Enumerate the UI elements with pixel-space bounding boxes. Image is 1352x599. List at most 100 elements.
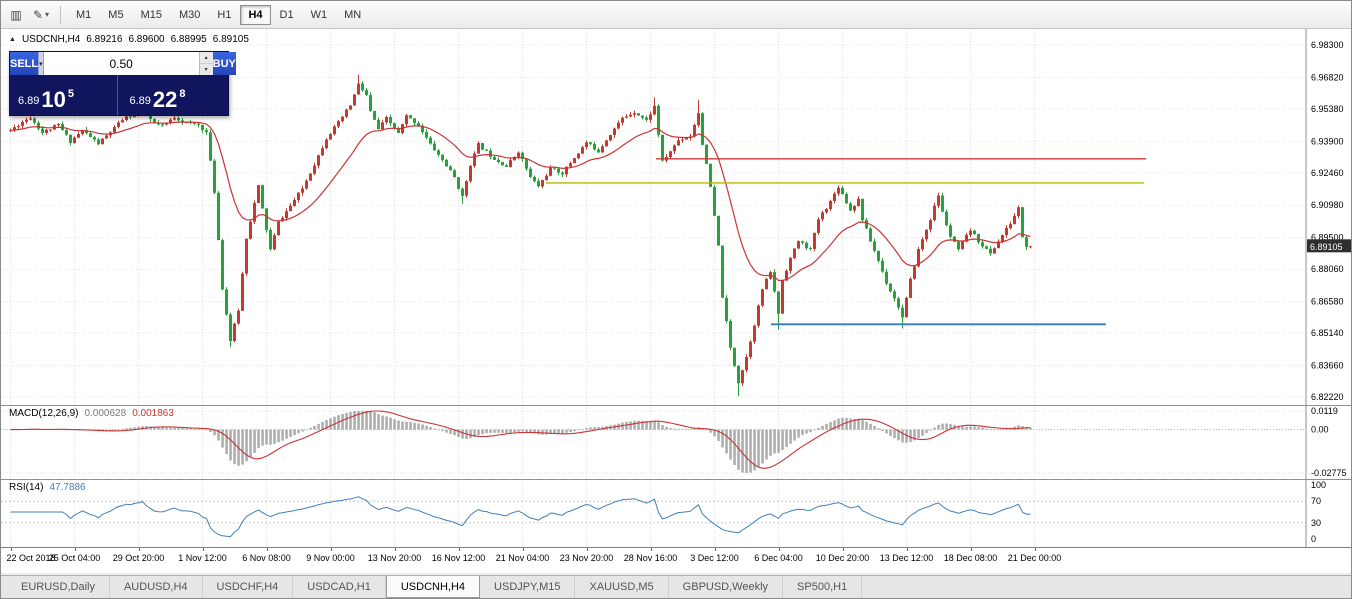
grid-layer	[1, 479, 1306, 547]
buy-button[interactable]: BUY	[212, 52, 236, 75]
rsi-panel[interactable]: 100 70 30 0	[1, 479, 1352, 547]
svg-text:6.86580: 6.86580	[1311, 297, 1344, 307]
chart-tab-audusd-h4[interactable]: AUDUSD,H4	[110, 576, 203, 598]
chart-tabbar: EURUSD,Daily AUDUSD,H4 USDCHF,H4 USDCAD,H1 U…	[1, 575, 1351, 598]
time-tick	[266, 548, 268, 551]
time-label: 1 Nov 12:00	[178, 553, 227, 563]
time-tick	[906, 548, 908, 551]
time-tick	[202, 548, 204, 551]
time-label: 3 Dec 12:00	[690, 553, 739, 563]
macd-panel[interactable]: 0.0119 0.00 -0.02775	[1, 405, 1352, 479]
timeframe-button-m30[interactable]: M30	[178, 8, 201, 21]
rsi-scale[interactable]: 100 70 30 0	[1311, 480, 1326, 544]
timeframe-button-w1[interactable]: W1	[310, 8, 328, 21]
svg-text:6.85140: 6.85140	[1311, 328, 1344, 338]
svg-text:6.82220: 6.82220	[1311, 392, 1344, 402]
sell-price[interactable]: 6.89 10 5	[10, 75, 117, 115]
time-tick	[970, 548, 972, 551]
time-tick	[586, 548, 588, 551]
chevron-down-icon: ▾	[45, 10, 50, 19]
svg-text:6.95380: 6.95380	[1311, 104, 1344, 114]
chart-tab-usdcnh-h4[interactable]: USDCNH,H4	[385, 576, 481, 598]
macd-signal-line	[10, 410, 1031, 469]
timeframe-group: M1 M5 M15 M30 H1 H4 D1 W1 MN	[68, 4, 369, 25]
time-tick	[138, 548, 140, 551]
macd-canvas[interactable]: 0.0119 0.00 -0.02775	[1, 405, 1352, 479]
moving-average-line	[10, 121, 1031, 281]
time-axis[interactable]: 22 Oct 2018 25 Oct 04:00 29 Oct 20:00 1 Nov…	[1, 547, 1351, 573]
time-label: 6 Nov 08:00	[242, 553, 291, 563]
time-tick	[74, 548, 76, 551]
buy-price-prefix: 6.89	[129, 95, 151, 107]
volume-up-button[interactable]: ▴	[199, 52, 213, 64]
timeframe-button-d1[interactable]: D1	[279, 8, 294, 21]
toolbar: ▥ ✎ ▾ M1 M5 M15 M30 H1 H4 D1 W1 MN	[1, 1, 1351, 29]
timeframe-button-h4[interactable]: H4	[240, 4, 271, 25]
sell-price-sup: 5	[67, 88, 75, 100]
chart-tab-sp500-h1[interactable]: SP500,H1	[783, 576, 863, 598]
sell-price-prefix: 6.89	[18, 95, 40, 107]
chart-tab-usdjpy-m15[interactable]: USDJPY,M15	[480, 576, 576, 598]
svg-text:6.98300: 6.98300	[1311, 40, 1344, 50]
svg-text:6.83660: 6.83660	[1311, 361, 1344, 371]
time-tick	[842, 548, 844, 551]
time-tick	[778, 548, 780, 551]
time-tick	[330, 548, 332, 551]
rsi-canvas[interactable]: 100 70 30 0	[1, 479, 1352, 547]
time-tick	[394, 548, 396, 551]
rsi-line	[10, 496, 1031, 538]
draw-icon: ✎	[32, 7, 44, 22]
volume-spinner: ▴ ▾	[198, 52, 213, 75]
volume-field: ▴ ▾	[43, 52, 213, 75]
svg-text:6.92460: 6.92460	[1311, 168, 1344, 178]
sell-price-big: 10	[41, 87, 66, 112]
template-tool-button[interactable]: ▥	[4, 4, 28, 26]
time-label: 28 Nov 16:00	[623, 553, 678, 563]
time-tick	[458, 548, 460, 551]
time-label: 29 Oct 20:00	[112, 553, 165, 563]
time-tick	[522, 548, 524, 551]
sell-button[interactable]: SELL	[10, 52, 39, 75]
candles-layer	[9, 74, 1032, 397]
time-label: 18 Dec 08:00	[943, 553, 998, 563]
timeframe-button-mn[interactable]: MN	[344, 8, 362, 21]
chart-window: 6.98300 6.96820 6.95380 6.93900 6.92460 6.909…	[1, 29, 1352, 573]
macd-scale[interactable]: 0.0119 0.00 -0.02775	[1311, 406, 1347, 478]
chart-tab-usdchf-h4[interactable]: USDCHF,H4	[203, 576, 294, 598]
volume-input[interactable]	[43, 52, 199, 75]
timeframe-button-m1[interactable]: M1	[76, 8, 92, 21]
svg-text:6.89105: 6.89105	[1310, 242, 1343, 252]
chart-tab-usdcad-h1[interactable]: USDCAD,H1	[293, 576, 386, 598]
time-tick	[714, 548, 716, 551]
time-tick	[650, 548, 652, 551]
volume-dropdown-button[interactable]: ▾	[38, 52, 44, 75]
svg-text:0.00: 0.00	[1311, 425, 1329, 435]
svg-text:-0.02775: -0.02775	[1311, 468, 1347, 478]
svg-text:100: 100	[1311, 480, 1326, 490]
current-price-badge	[1307, 239, 1351, 253]
time-label: 13 Dec 12:00	[879, 553, 934, 563]
chart-tab-gbpusd-weekly[interactable]: GBPUSD,Weekly	[669, 576, 784, 598]
svg-text:6.88060: 6.88060	[1311, 264, 1344, 274]
time-label: 21 Nov 04:00	[495, 553, 550, 563]
draw-tool-button[interactable]: ✎ ▾	[29, 4, 53, 26]
one-click-trading-panel: SELL ▾ ▴ ▾ BUY 6.89 10 5 6.8	[9, 51, 236, 116]
buy-price[interactable]: 6.89 22 8	[116, 75, 229, 115]
chart-tab-xauusd-m5[interactable]: XAUUSD,M5	[575, 576, 669, 598]
volume-down-button[interactable]: ▾	[199, 64, 213, 75]
chart-tab-eurusd-daily[interactable]: EURUSD,Daily	[7, 576, 110, 598]
time-label: 22 Oct 2018	[6, 553, 56, 563]
time-tick	[10, 548, 12, 551]
time-label: 25 Oct 04:00	[48, 553, 101, 563]
buy-price-big: 22	[152, 87, 178, 112]
timeframe-button-m5[interactable]: M5	[108, 8, 124, 21]
price-scale[interactable]: 6.98300 6.96820 6.95380 6.93900 6.92460 6.909…	[1307, 40, 1351, 402]
timeframe-button-m15[interactable]: M15	[140, 8, 162, 21]
time-label: 23 Nov 20:00	[559, 553, 614, 563]
timeframe-button-h1[interactable]: H1	[217, 8, 232, 21]
time-tick	[1034, 548, 1036, 551]
template-icon: ▥	[10, 7, 22, 22]
trade-panel-prices: 6.89 10 5 6.89 22 8	[10, 75, 228, 115]
svg-text:6.89500: 6.89500	[1311, 233, 1344, 243]
svg-text:70: 70	[1311, 496, 1321, 506]
